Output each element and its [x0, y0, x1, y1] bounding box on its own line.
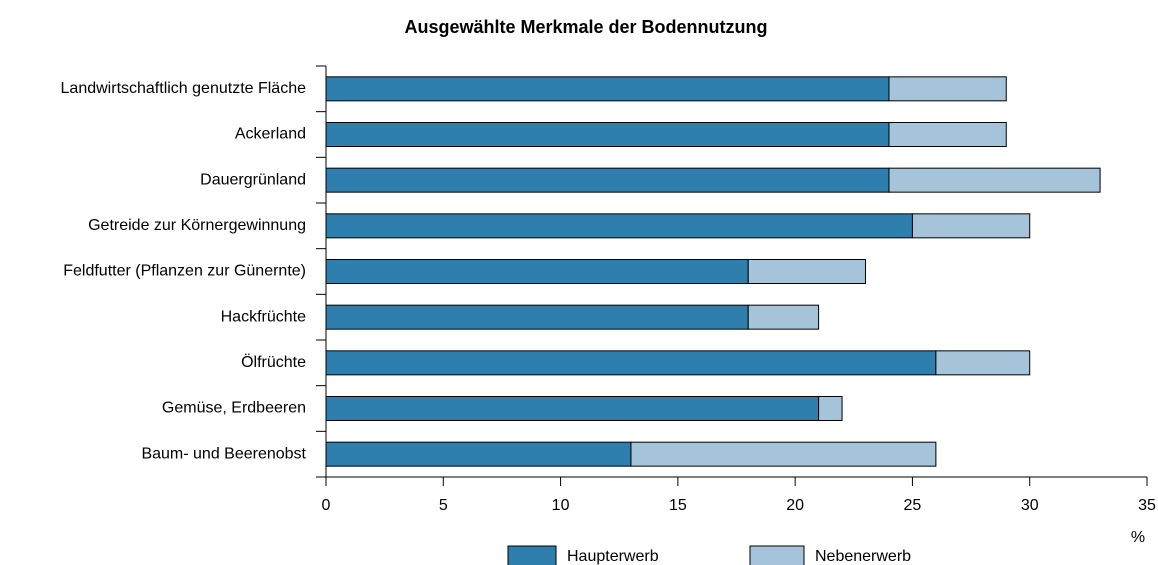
- bar-segment: [747, 259, 867, 284]
- y-tick-label: Baum- und Beerenobst: [141, 445, 306, 462]
- y-tick-label: Gemüse, Erdbeeren: [162, 400, 306, 417]
- bar-segment: [747, 304, 820, 330]
- bar-segment: [935, 350, 1031, 376]
- legend-swatch: [749, 545, 805, 565]
- bar-segment: [325, 441, 632, 467]
- bar-segment: [888, 76, 1007, 102]
- bar-segment: [325, 350, 937, 376]
- y-tick-label: Feldfutter (Pflanzen zur Günernte): [63, 263, 306, 280]
- x-tick-label: 0: [322, 497, 331, 514]
- y-tick-label: Dauergrünland: [200, 171, 306, 188]
- legend-label: Nebenerwerb: [815, 548, 911, 565]
- chart-title: Ausgewählte Merkmale der Bodennutzung: [404, 17, 767, 37]
- legend-label: Haupterwerb: [567, 548, 659, 565]
- bar-segment: [325, 259, 749, 284]
- bar-segment: [911, 213, 1031, 239]
- x-tick-label: 30: [1021, 497, 1039, 514]
- x-tick-label: 35: [1138, 497, 1156, 514]
- legend-swatch: [507, 545, 557, 565]
- y-tick-label: Getreide zur Körnergewinnung: [88, 217, 306, 234]
- bar-segment: [325, 167, 890, 193]
- bar-segment: [888, 122, 1007, 147]
- bar-segment: [818, 396, 843, 421]
- bar-segment: [325, 213, 913, 239]
- x-tick-label: 15: [669, 497, 687, 514]
- bar-segment: [630, 441, 937, 467]
- y-tick-label: Ackerland: [235, 126, 306, 143]
- x-tick-label: 5: [439, 497, 448, 514]
- x-tick-label: 20: [786, 497, 804, 514]
- y-tick-label: Ölfrüchte: [241, 353, 306, 371]
- bar-segment: [325, 396, 820, 421]
- bar-segment: [325, 304, 749, 330]
- bar-segment: [888, 167, 1101, 193]
- bar-segment: [325, 76, 890, 102]
- y-tick-label: Hackfrüchte: [221, 308, 306, 325]
- x-tick-label: 25: [904, 497, 922, 514]
- x-axis-label: %: [1131, 529, 1145, 546]
- bar-segment: [325, 122, 890, 147]
- y-tick-label: Landwirtschaftlich genutzte Fläche: [61, 80, 307, 97]
- x-tick-label: 10: [552, 497, 570, 514]
